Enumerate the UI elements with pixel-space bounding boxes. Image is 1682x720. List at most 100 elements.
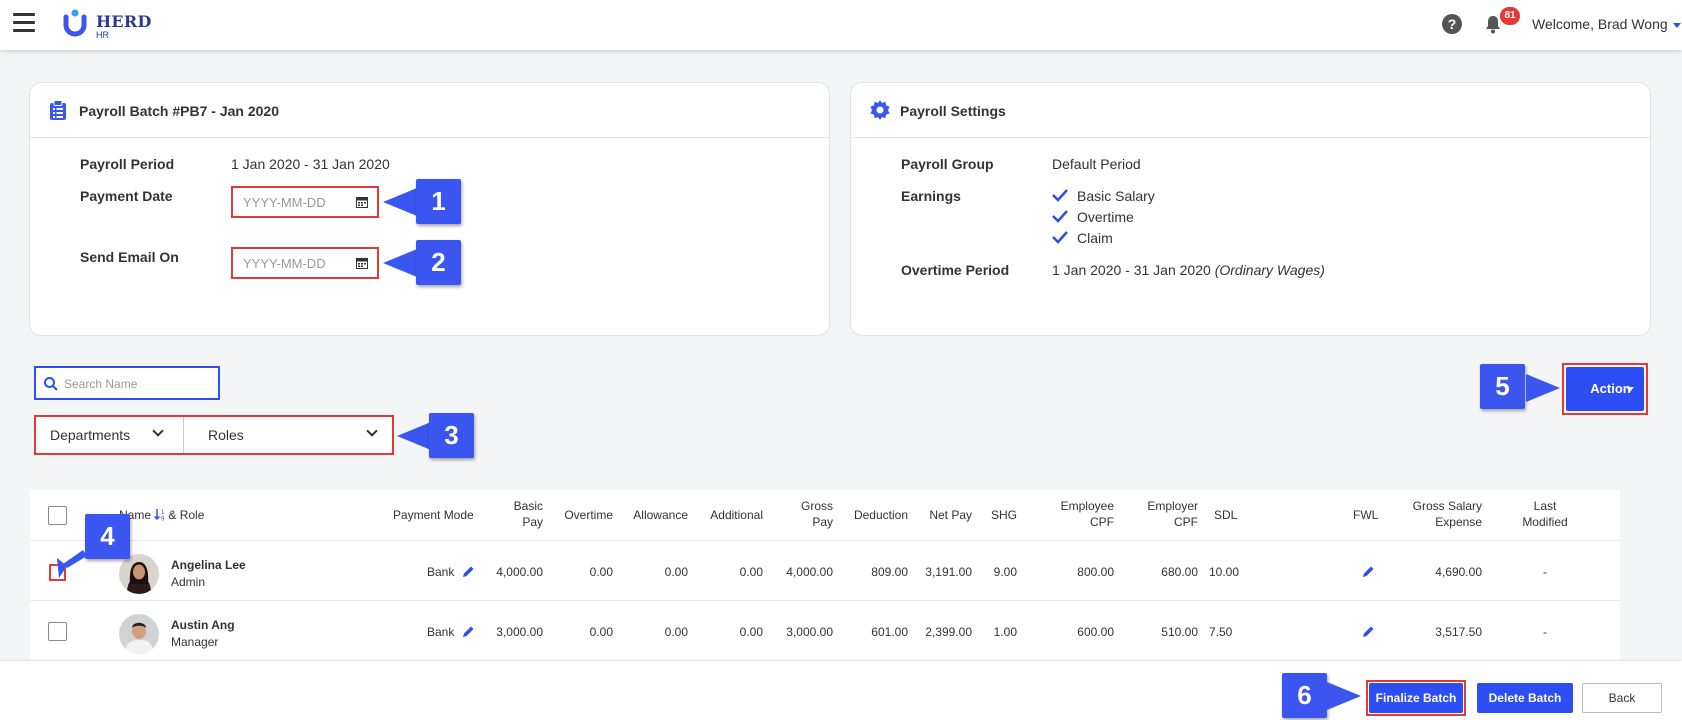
calendar-icon[interactable] <box>356 196 368 208</box>
avatar <box>119 554 159 594</box>
deduction: 809.00 <box>871 565 908 579</box>
callout-arrow <box>383 188 417 216</box>
additional: 0.00 <box>739 565 763 579</box>
earning-label: Overtime <box>1077 209 1134 225</box>
overtime-period-dates: 1 Jan 2020 - 31 Jan 2020 <box>1052 262 1211 278</box>
avatar-image <box>119 614 159 654</box>
header-line: Pay <box>522 515 543 529</box>
svg-text:1: 1 <box>161 510 165 516</box>
notification-bell-icon[interactable] <box>1484 14 1502 34</box>
employee-role: Admin <box>171 575 206 589</box>
callout-arrow <box>1526 374 1560 402</box>
callout-2: 2 <box>416 240 461 285</box>
header-fwl: FWL <box>1353 508 1379 522</box>
header-line: Basic <box>513 499 543 513</box>
callout-arrow <box>397 422 431 450</box>
gear-icon <box>870 100 890 120</box>
callout-1: 1 <box>416 179 461 224</box>
search-box <box>34 366 220 400</box>
checkmark-icon <box>1052 210 1068 223</box>
welcome-text: Welcome, Brad Wong <box>1532 16 1668 32</box>
departments-dropdown[interactable]: Departments <box>36 417 184 453</box>
search-icon <box>44 377 58 391</box>
header-sdl: SDL <box>1214 508 1238 522</box>
edit-payment-mode-pencil-icon[interactable] <box>462 625 475 638</box>
employee-name[interactable]: Austin Ang <box>171 618 235 632</box>
roles-dropdown[interactable]: Roles <box>194 417 392 453</box>
header-employee-cpf: Employee CPF <box>1040 498 1114 530</box>
send-email-input[interactable] <box>233 249 343 277</box>
select-all-checkbox[interactable] <box>48 506 67 525</box>
employee-name[interactable]: Angelina Lee <box>171 558 246 572</box>
payment-date-label: Payment Date <box>80 188 173 204</box>
last-modified: - <box>1543 565 1547 579</box>
svg-text:9: 9 <box>161 517 165 522</box>
sdl: 7.50 <box>1209 625 1233 639</box>
hamburger-menu-icon[interactable] <box>13 13 35 33</box>
employee-cpf: 600.00 <box>1077 625 1114 639</box>
payment-mode: Bank <box>427 565 455 579</box>
send-email-label: Send Email On <box>80 249 179 265</box>
shg: 1.00 <box>993 625 1017 639</box>
departments-label: Departments <box>50 427 131 443</box>
sort-icon[interactable]: 19 <box>154 508 168 523</box>
payroll-period-value: 1 Jan 2020 - 31 Jan 2020 <box>231 156 390 172</box>
help-icon[interactable]: ? <box>1442 14 1462 34</box>
header-name[interactable]: Name 1 9 & Role <box>119 507 204 523</box>
header-overtime: Overtime <box>564 508 613 522</box>
search-name-input[interactable] <box>64 374 214 394</box>
finalize-highlight <box>1366 680 1466 716</box>
chevron-down-icon <box>152 425 164 437</box>
payment-date-field <box>231 186 379 218</box>
avatar <box>119 614 159 654</box>
payroll-settings-title: Payroll Settings <box>900 103 1006 119</box>
earnings-label: Earnings <box>901 188 961 204</box>
header-payment-mode: Payment Mode <box>393 508 474 522</box>
header-line: Last <box>1533 499 1557 513</box>
basic-pay: 3,000.00 <box>496 625 543 639</box>
header-line: Employer <box>1147 499 1198 513</box>
sdl: 10.00 <box>1209 565 1240 579</box>
header-net-pay: Net Pay <box>929 508 972 522</box>
header-line: Gross Salary <box>1412 499 1482 513</box>
edit-fwl-pencil-icon[interactable] <box>1362 565 1375 578</box>
overtime: 0.00 <box>589 565 613 579</box>
payroll-group-label: Payroll Group <box>901 156 994 172</box>
header-line: Modified <box>1522 515 1568 529</box>
earning-label: Claim <box>1077 230 1113 246</box>
header-gross-salary-expense: Gross Salary Expense <box>1392 498 1482 530</box>
chevron-down-icon <box>366 425 378 437</box>
back-button[interactable]: Back <box>1582 683 1662 713</box>
employee-role: Manager <box>171 635 219 649</box>
payment-date-input[interactable] <box>233 188 343 216</box>
calendar-icon[interactable] <box>356 257 368 269</box>
header-additional: Additional <box>710 508 763 522</box>
net-pay: 3,191.00 <box>925 565 972 579</box>
header-allowance: Allowance <box>633 508 688 522</box>
additional: 0.00 <box>739 625 763 639</box>
top-navigation-bar: HERD HR ? 81 Welcome, Brad Wong <box>0 0 1682 50</box>
shg: 9.00 <box>993 565 1017 579</box>
delete-batch-button[interactable]: Delete Batch <box>1477 683 1573 713</box>
header-line: CPF <box>1090 515 1114 529</box>
finalize-batch-button[interactable]: Finalize Batch <box>1369 683 1463 713</box>
action-dropdown-button[interactable]: Action <box>1566 367 1644 411</box>
header-line: Gross <box>800 499 833 513</box>
gross-pay: 3,000.00 <box>786 625 833 639</box>
payroll-table: Name 1 9 & Role Payment Mode Basic Pay Over… <box>30 490 1620 660</box>
callout-3: 3 <box>429 413 474 458</box>
header-last-modified: Last Modified <box>1510 498 1580 530</box>
action-highlight <box>1562 363 1648 415</box>
edit-fwl-pencil-icon[interactable] <box>1362 625 1375 638</box>
overtime-period-note: (Ordinary Wages) <box>1214 262 1325 278</box>
user-menu[interactable]: Welcome, Brad Wong <box>1532 16 1681 32</box>
action-label: Action <box>1590 381 1631 396</box>
logo-text: HERD <box>96 12 152 31</box>
edit-payment-mode-pencil-icon[interactable] <box>462 565 475 578</box>
payroll-batch-card: Payroll Batch #PB7 - Jan 2020 Payroll Pe… <box>29 82 830 336</box>
header-deduction: Deduction <box>853 508 908 522</box>
overtime: 0.00 <box>589 625 613 639</box>
basic-pay: 4,000.00 <box>496 565 543 579</box>
row-checkbox[interactable] <box>48 622 67 641</box>
table-divider <box>30 600 1620 601</box>
